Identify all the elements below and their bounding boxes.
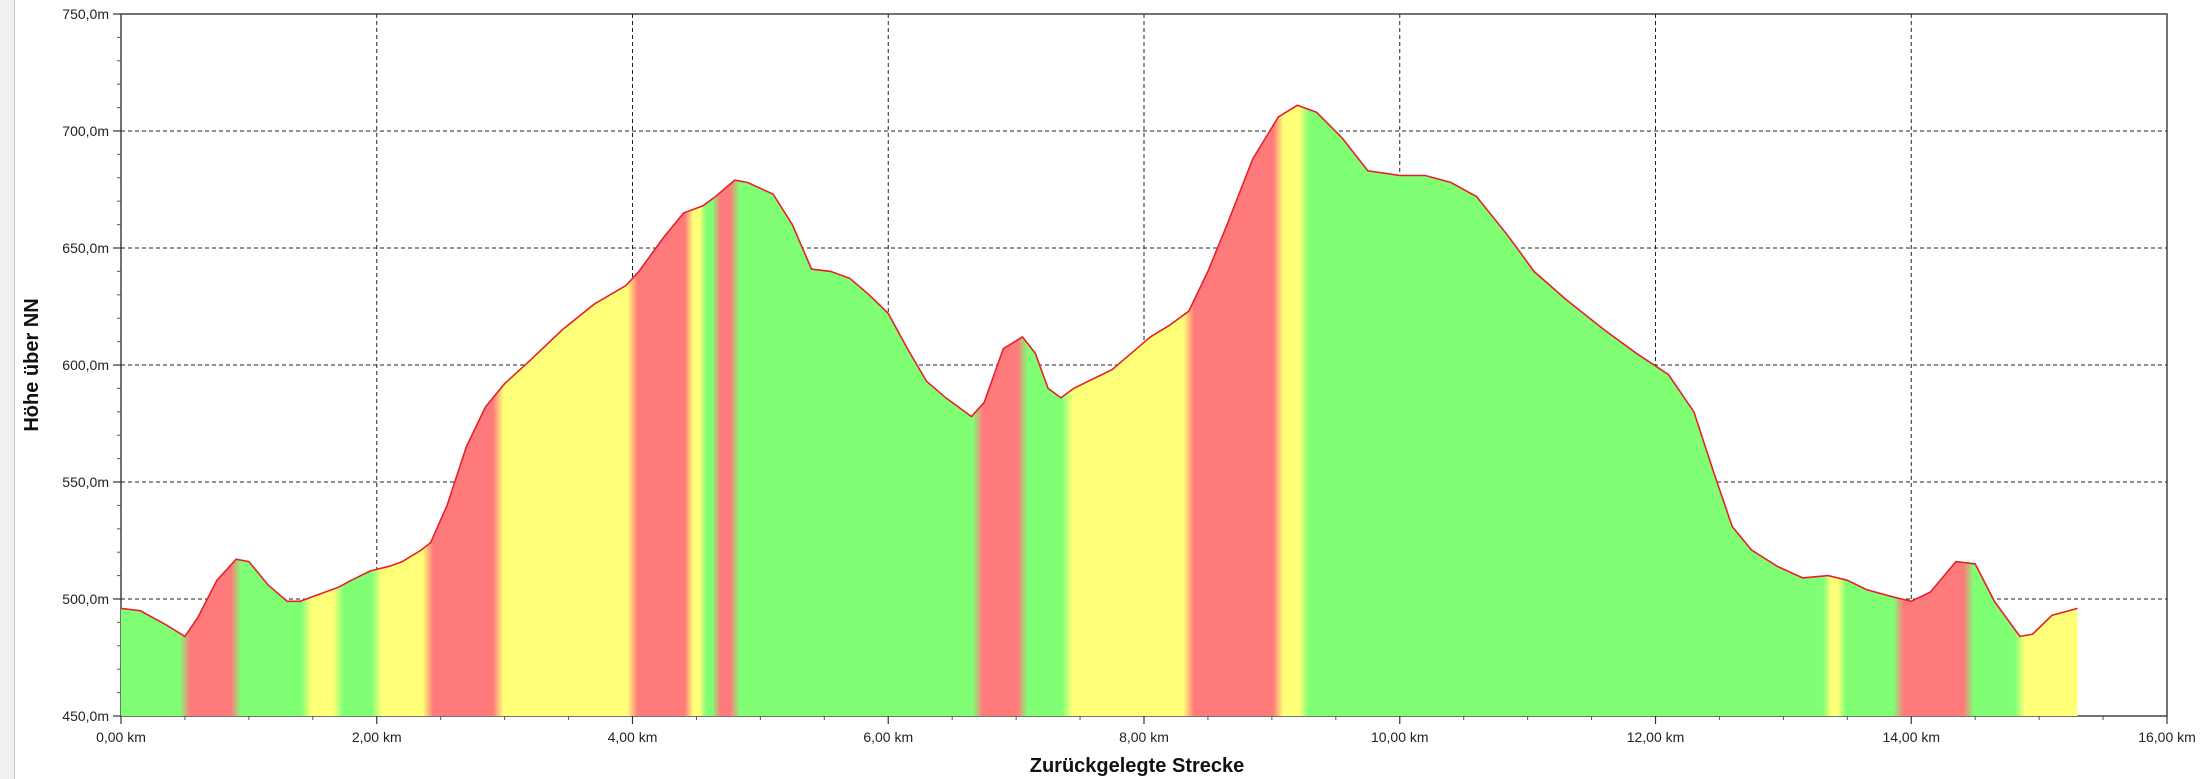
x-axis-title: Zurückgelegte Strecke — [1030, 755, 1245, 777]
x-tick-label: 8,00 km — [1119, 729, 1169, 745]
y-tick-label: 600,0m — [62, 357, 109, 373]
x-tick-label: 12,00 km — [1627, 729, 1685, 745]
x-tick-label: 0,00 km — [96, 729, 146, 745]
y-tick-label: 750,0m — [62, 6, 109, 22]
x-axis: 0,00 km 2,00 km 4,00 km 6,00 km 8,00 km 10,00… — [96, 716, 2196, 745]
x-tick-label: 10,00 km — [1371, 729, 1429, 745]
y-tick-label: 700,0m — [62, 123, 109, 139]
y-axis-title: Höhe über NN — [21, 298, 43, 431]
x-tick-label: 6,00 km — [863, 729, 913, 745]
y-tick-label: 650,0m — [62, 240, 109, 256]
y-tick-label: 450,0m — [62, 708, 109, 724]
y-axis: 450,0m 500,0m 550,0m 600,0m 650,0m 700,0m 750,… — [62, 6, 121, 724]
x-tick-label: 14,00 km — [1882, 729, 1940, 745]
elevation-line — [120, 104, 2078, 638]
x-tick-label: 16,00 km — [2138, 729, 2196, 745]
x-tick-label: 4,00 km — [608, 729, 658, 745]
x-tick-label: 2,00 km — [352, 729, 402, 745]
window-frame-left — [0, 0, 15, 779]
y-tick-label: 500,0m — [62, 591, 109, 607]
y-tick-label: 550,0m — [62, 474, 109, 490]
